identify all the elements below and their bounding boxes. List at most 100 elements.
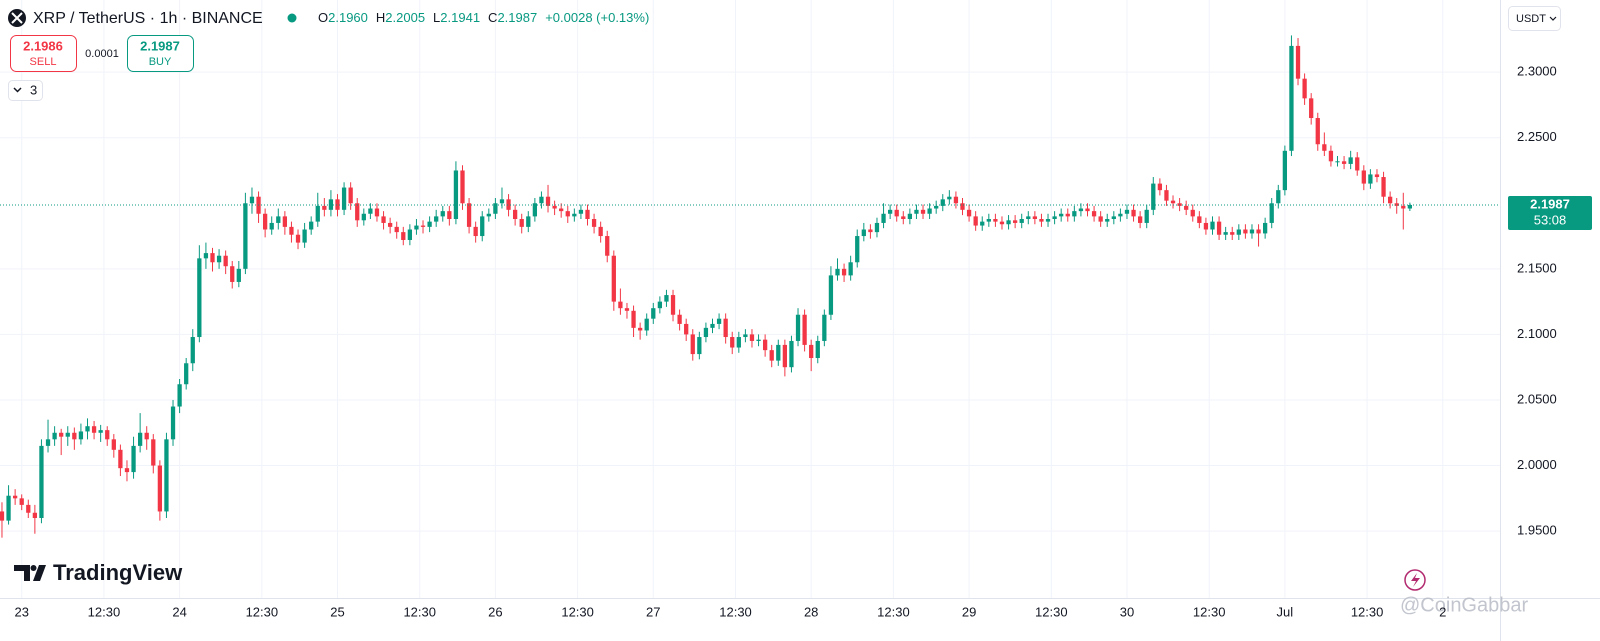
x-tick-label: 25: [330, 604, 344, 619]
candle-body: [506, 199, 511, 210]
candle-body: [809, 344, 814, 359]
candle-body: [927, 208, 932, 214]
ohlc-value: 2.1941: [440, 10, 480, 25]
currency-button[interactable]: [1508, 6, 1561, 31]
candle-body: [39, 445, 44, 519]
candle-body: [1315, 118, 1320, 145]
candle-body: [651, 308, 656, 319]
candle-body: [19, 498, 24, 505]
candle-body: [1144, 209, 1149, 223]
candle-body: [999, 221, 1005, 225]
candle-body: [414, 225, 419, 230]
candle-body: [848, 262, 853, 276]
candle-body: [914, 209, 919, 214]
candle-body: [1355, 157, 1360, 171]
candle-body: [684, 323, 689, 335]
candle-body: [802, 314, 807, 345]
candle-body: [920, 209, 926, 214]
candle-body: [52, 432, 57, 440]
candle-body: [1289, 45, 1294, 151]
candle-body: [578, 209, 584, 214]
countdown: 53:08: [1534, 212, 1567, 227]
candle-body: [249, 196, 255, 204]
x-tick-label: 26: [488, 604, 502, 619]
candle-body: [59, 432, 64, 437]
candle-body: [203, 253, 209, 259]
buy-button[interactable]: [127, 35, 194, 72]
candle-body: [289, 226, 294, 235]
candle-body: [664, 295, 669, 302]
candle-body: [631, 310, 636, 328]
candle-body: [223, 255, 228, 267]
x-tick-label: Jul: [1277, 604, 1294, 619]
spread: 0.0001: [85, 48, 119, 60]
currency: USDT: [1516, 13, 1546, 25]
status-dot: [287, 13, 297, 23]
candle-body: [420, 225, 426, 227]
candle-body: [210, 253, 215, 263]
candle-body: [98, 430, 103, 433]
candle-body: [776, 344, 781, 361]
y-tick-label: 2.3000: [1517, 64, 1557, 79]
sell-price: 2.1986: [23, 38, 63, 53]
candle-body: [1039, 219, 1044, 222]
y-tick-label: 2.1500: [1517, 260, 1557, 275]
sell-button[interactable]: [10, 35, 77, 72]
candle-body: [137, 432, 143, 446]
x-tick-label: 12:30: [877, 604, 910, 619]
candle-body: [861, 229, 866, 237]
chevron: [13, 87, 22, 93]
candle-body: [78, 431, 84, 440]
last-price-label: 2.1987: [1530, 196, 1570, 211]
indicators-toggle[interactable]: [8, 80, 43, 101]
candle-body: [887, 209, 893, 214]
candle-body: [381, 216, 386, 223]
candle-body: [703, 327, 709, 338]
candle-body: [947, 196, 952, 200]
candle-body: [559, 208, 564, 212]
candle-body: [170, 406, 176, 440]
candle-body: [32, 512, 38, 519]
symbol-title[interactable]: XRP / TetherUS · 1h · BINANCE: [33, 10, 263, 27]
candle-body: [387, 222, 393, 227]
tv-logo: [14, 565, 46, 581]
candle-body: [1006, 220, 1011, 225]
candle-body: [953, 196, 959, 204]
candle-body: [756, 339, 761, 341]
candle-body: [0, 511, 5, 521]
candle-body: [565, 211, 570, 217]
x-tick-label: 12:30: [561, 604, 594, 619]
candle-body: [401, 232, 406, 240]
candle-body: [789, 340, 794, 368]
candle-body: [276, 216, 281, 223]
candle-body: [1302, 78, 1307, 99]
candle-body: [1230, 232, 1235, 235]
candle-body: [243, 203, 248, 269]
alert-bolt: [1411, 573, 1420, 587]
candle-body: [322, 205, 327, 210]
candle-body: [368, 208, 373, 214]
candle-body: [670, 295, 676, 315]
candle-body: [526, 216, 531, 227]
ohlc-value: 2.1987: [497, 10, 537, 25]
candle-body: [960, 203, 965, 210]
x-tick-label: 28: [804, 604, 818, 619]
x-tick-label: 12:30: [88, 604, 121, 619]
candle-body: [111, 439, 116, 450]
candle-body: [177, 384, 182, 407]
candle-body: [1157, 183, 1163, 191]
candle-body: [822, 314, 827, 341]
candle-body: [1282, 150, 1288, 191]
candle-body: [512, 209, 518, 220]
candle-body: [466, 203, 472, 227]
candle-body: [197, 258, 202, 338]
candle-body: [1098, 216, 1103, 222]
candle-body: [598, 226, 603, 237]
candle-body: [723, 318, 728, 338]
candle-body: [697, 337, 702, 355]
candle-body: [85, 426, 90, 432]
candle-body: [868, 229, 873, 233]
candle-body: [302, 229, 307, 243]
